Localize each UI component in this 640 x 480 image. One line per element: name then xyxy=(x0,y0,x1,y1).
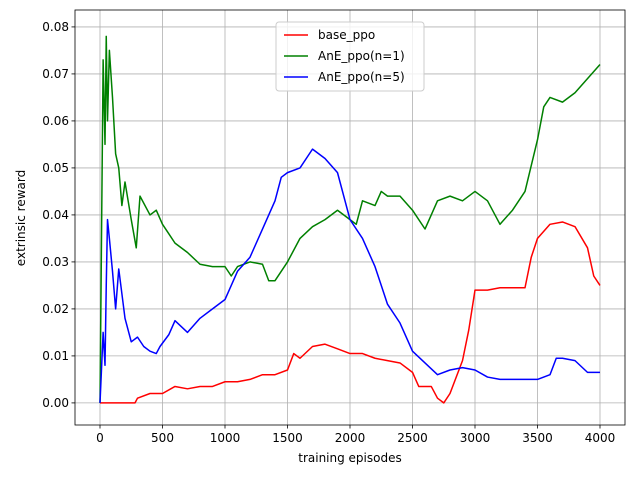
legend-label: AnE_ppo(n=1) xyxy=(318,49,405,63)
y-axis-label: extrinsic reward xyxy=(14,170,28,266)
x-tick-label: 500 xyxy=(151,431,174,445)
x-tick-label: 3000 xyxy=(460,431,491,445)
x-tick-label: 1500 xyxy=(272,431,303,445)
legend: base_ppo AnE_ppo(n=1) AnE_ppo(n=5) xyxy=(275,21,425,92)
plot-frame xyxy=(74,9,626,426)
x-tick-label: 2500 xyxy=(397,431,428,445)
legend-label: AnE_ppo(n=5) xyxy=(318,70,405,84)
y-tick-label: 0.00 xyxy=(42,396,69,410)
x-tick-label: 0 xyxy=(96,431,104,445)
x-tick-label: 3500 xyxy=(522,431,553,445)
legend-box xyxy=(275,21,425,92)
x-axis-label: training episodes xyxy=(298,451,401,465)
y-tick-label: 0.04 xyxy=(42,208,69,222)
x-tick-label: 2000 xyxy=(335,431,366,445)
line-series xyxy=(99,35,601,403)
y-tick-label: 0.06 xyxy=(42,114,69,128)
y-tick-label: 0.03 xyxy=(42,255,69,269)
x-tick-label: 4000 xyxy=(585,431,616,445)
legend-label: base_ppo xyxy=(318,28,375,42)
y-tick-label: 0.02 xyxy=(42,302,69,316)
line-series xyxy=(99,148,600,403)
x-tick-label: 1000 xyxy=(210,431,241,445)
y-tick-label: 0.01 xyxy=(42,349,69,363)
y-tick-label: 0.07 xyxy=(42,67,69,81)
y-tick-label: 0.05 xyxy=(42,161,69,175)
line-series xyxy=(100,221,601,404)
y-tick-label: 0.08 xyxy=(42,20,69,34)
